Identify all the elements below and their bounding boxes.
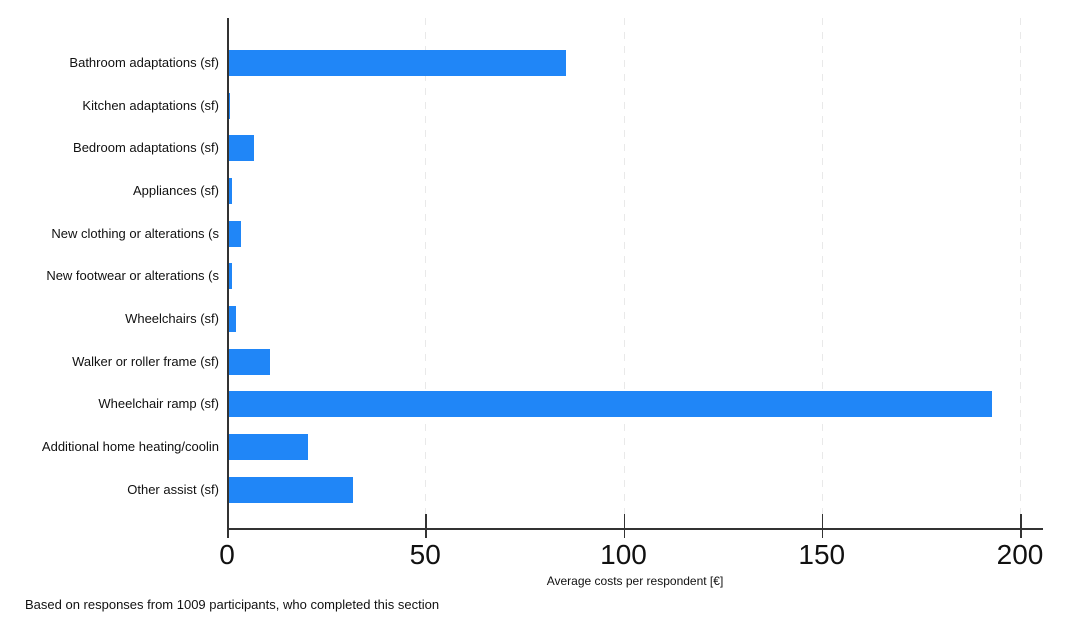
bar [228, 305, 237, 332]
x-axis-title: Average costs per respondent [€] [546, 574, 724, 588]
bar [228, 177, 233, 204]
bar [228, 391, 992, 418]
bar [228, 92, 231, 119]
bar [228, 476, 353, 503]
x-tick-label: 150 [798, 539, 846, 570]
x-tick-label: 200 [996, 539, 1044, 570]
x-tick-label: 50 [409, 539, 441, 570]
y-tick-label: Wheelchairs (sf) [125, 310, 219, 326]
bar [228, 135, 255, 162]
x-tick-mark [623, 514, 625, 538]
y-tick-label: Walker or roller frame (sf) [72, 353, 219, 369]
bar [228, 433, 308, 460]
footnote: Based on responses from 1009 participant… [25, 597, 440, 612]
x-tick-mark [227, 514, 229, 538]
y-tick-label: Bathroom adaptations (sf) [69, 55, 219, 70]
bar [228, 50, 566, 76]
bar [228, 348, 271, 375]
plot-area [227, 18, 1043, 530]
bar [228, 263, 233, 290]
y-tick-label: Appliances (sf) [133, 182, 219, 198]
gridline [623, 18, 625, 528]
gridline [425, 18, 427, 528]
x-tick-label: 0 [219, 539, 235, 570]
x-tick-mark [425, 514, 427, 538]
y-tick-label: New clothing or alterations (s [51, 225, 219, 241]
y-tick-label: Other assist (sf) [127, 481, 219, 497]
y-tick-label: New footwear or alterations (s [46, 268, 219, 284]
y-axis-line [227, 18, 229, 529]
x-tick-mark [1020, 514, 1022, 538]
x-tick-label: 100 [600, 539, 647, 570]
y-tick-label: Wheelchair ramp (sf) [98, 396, 219, 412]
y-tick-label: Bedroom adaptations (sf) [73, 140, 219, 156]
bar [228, 220, 242, 247]
gridline [821, 18, 823, 528]
x-tick-mark [821, 514, 824, 538]
gridline [1020, 18, 1021, 528]
y-tick-label: Additional home heating/coolin [41, 438, 219, 454]
y-tick-label: Kitchen adaptations (sf) [82, 97, 219, 113]
x-axis-line [227, 528, 1043, 530]
